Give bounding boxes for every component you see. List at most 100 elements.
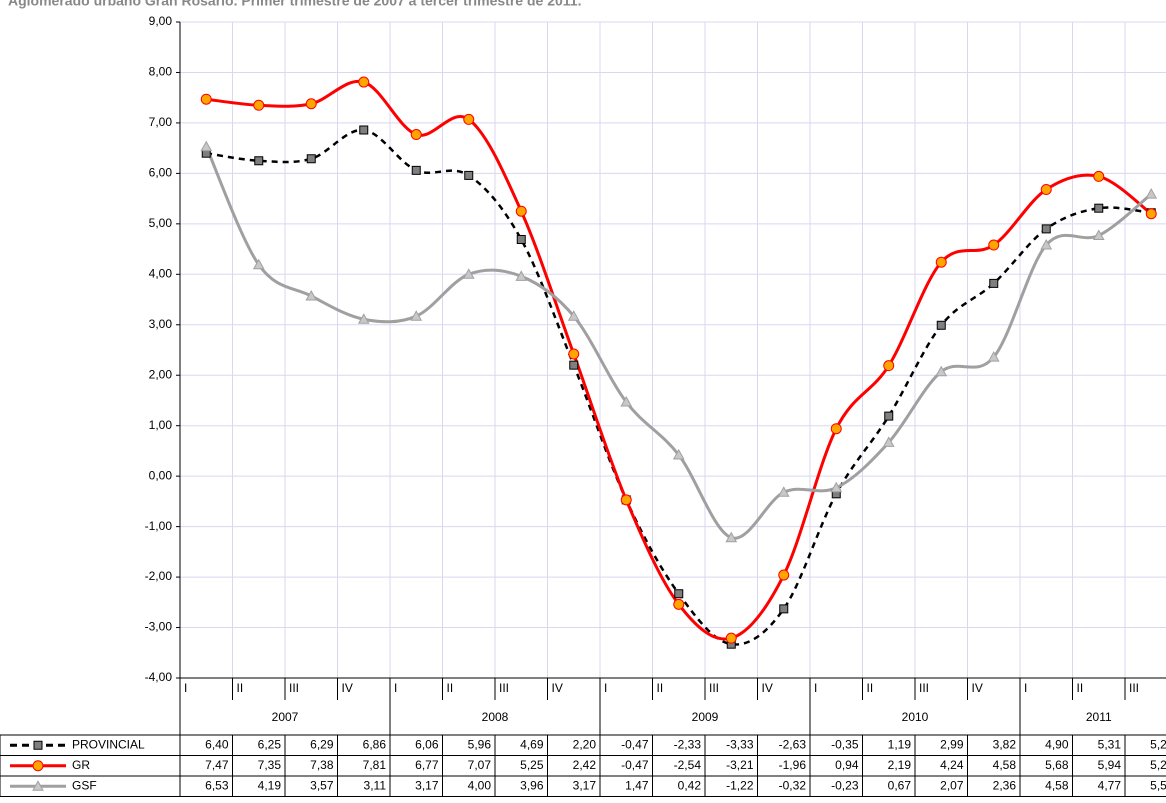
point bbox=[463, 113, 475, 125]
table-value: -0,23 bbox=[831, 778, 859, 792]
point bbox=[674, 589, 684, 599]
table-value: 4,58 bbox=[993, 758, 1017, 772]
x-tick-label: III bbox=[1129, 681, 1139, 695]
x-tick-label: I bbox=[604, 681, 607, 695]
x-tick-label: III bbox=[709, 681, 719, 695]
x-tick-label: II bbox=[237, 681, 244, 695]
x-tick-label: IV bbox=[552, 681, 563, 695]
point bbox=[410, 310, 423, 321]
point bbox=[725, 531, 738, 543]
point bbox=[620, 395, 633, 407]
series-line bbox=[204, 146, 1153, 540]
point bbox=[515, 205, 527, 217]
group-label: 2007 bbox=[272, 710, 299, 724]
point bbox=[568, 348, 580, 360]
table-value: 5,96 bbox=[468, 737, 492, 751]
y-tick-label: -2,00 bbox=[145, 569, 173, 583]
chart-title: Aglomerado urbano Gran Rosario. Primer t… bbox=[8, 0, 581, 9]
point bbox=[935, 365, 948, 377]
table-value: 5,94 bbox=[1098, 758, 1122, 772]
point bbox=[673, 598, 685, 610]
x-tick-label: II bbox=[867, 681, 874, 695]
point bbox=[779, 604, 789, 614]
point bbox=[987, 351, 1000, 362]
table-value: 5,68 bbox=[1045, 758, 1069, 772]
point bbox=[883, 360, 895, 372]
table-value: 2,42 bbox=[573, 758, 597, 772]
x-tick-label: III bbox=[499, 681, 509, 695]
table-value: 7,38 bbox=[310, 758, 334, 772]
y-tick-label: 2,00 bbox=[149, 367, 173, 381]
table-value: -0,47 bbox=[621, 737, 649, 751]
table-value: 5,22 bbox=[1150, 737, 1166, 751]
y-tick-label: -4,00 bbox=[145, 670, 173, 684]
table-value: 1,47 bbox=[625, 778, 649, 792]
point bbox=[253, 99, 265, 111]
x-tick-label: II bbox=[1077, 681, 1084, 695]
point bbox=[935, 256, 947, 268]
y-tick-label: 3,00 bbox=[149, 317, 173, 331]
table-value: 6,40 bbox=[205, 737, 229, 751]
y-tick-label: -1,00 bbox=[145, 519, 173, 533]
point bbox=[358, 76, 370, 88]
point bbox=[1092, 229, 1105, 240]
legend-marker bbox=[32, 780, 44, 791]
y-tick-label: 6,00 bbox=[149, 166, 173, 180]
point bbox=[305, 289, 318, 301]
point bbox=[1145, 188, 1158, 199]
point bbox=[725, 632, 737, 644]
x-tick-label: I bbox=[394, 681, 397, 695]
x-tick-label: IV bbox=[342, 681, 353, 695]
group-label: 2008 bbox=[482, 710, 509, 724]
table-value: 6,25 bbox=[258, 737, 282, 751]
y-tick-label: 1,00 bbox=[149, 418, 173, 432]
group-label: 2011 bbox=[1086, 710, 1112, 724]
table-value: -3,33 bbox=[726, 737, 754, 751]
table-value: 2,20 bbox=[573, 737, 597, 751]
table-value: 7,81 bbox=[363, 758, 387, 772]
table-value: 3,82 bbox=[993, 737, 1017, 751]
table-value: 6,06 bbox=[415, 737, 439, 751]
x-tick-label: I bbox=[184, 681, 187, 695]
table-value: 6,86 bbox=[363, 737, 387, 751]
y-tick-label: 4,00 bbox=[149, 266, 173, 280]
point bbox=[359, 125, 369, 135]
table-value: -0,47 bbox=[621, 758, 649, 772]
table-value: 3,17 bbox=[415, 778, 439, 792]
table-value: 6,77 bbox=[415, 758, 439, 772]
table-value: 0,42 bbox=[678, 778, 702, 792]
point bbox=[516, 234, 526, 244]
group-label: 2010 bbox=[902, 710, 929, 724]
x-tick-label: II bbox=[657, 681, 664, 695]
x-tick-label: I bbox=[814, 681, 817, 695]
legend-label: GR bbox=[72, 758, 90, 772]
table-value: 7,47 bbox=[205, 758, 229, 772]
table-value: 4,90 bbox=[1045, 737, 1069, 751]
table-value: 2,19 bbox=[888, 758, 912, 772]
x-tick-label: III bbox=[289, 681, 299, 695]
table-value: 6,53 bbox=[205, 778, 229, 792]
y-tick-label: 0,00 bbox=[149, 468, 173, 482]
point bbox=[1041, 224, 1051, 234]
point bbox=[830, 423, 842, 435]
point bbox=[410, 129, 422, 141]
table-value: 1,19 bbox=[888, 737, 912, 751]
point bbox=[1145, 208, 1157, 220]
table-value: 4,58 bbox=[1045, 778, 1069, 792]
table-value: 6,29 bbox=[310, 737, 334, 751]
point bbox=[989, 278, 999, 288]
legend-marker bbox=[33, 740, 43, 750]
point bbox=[672, 448, 685, 460]
point bbox=[777, 486, 790, 497]
point bbox=[830, 481, 843, 493]
series-line bbox=[206, 79, 1153, 641]
legend-label: PROVINCIAL bbox=[72, 737, 145, 751]
point bbox=[882, 436, 895, 447]
table-value: 3,96 bbox=[520, 778, 544, 792]
point bbox=[1040, 184, 1052, 196]
point bbox=[411, 165, 421, 175]
table-value: 4,69 bbox=[520, 737, 544, 751]
legend-label: GSF bbox=[72, 778, 97, 792]
table-value: 3,11 bbox=[364, 778, 387, 792]
